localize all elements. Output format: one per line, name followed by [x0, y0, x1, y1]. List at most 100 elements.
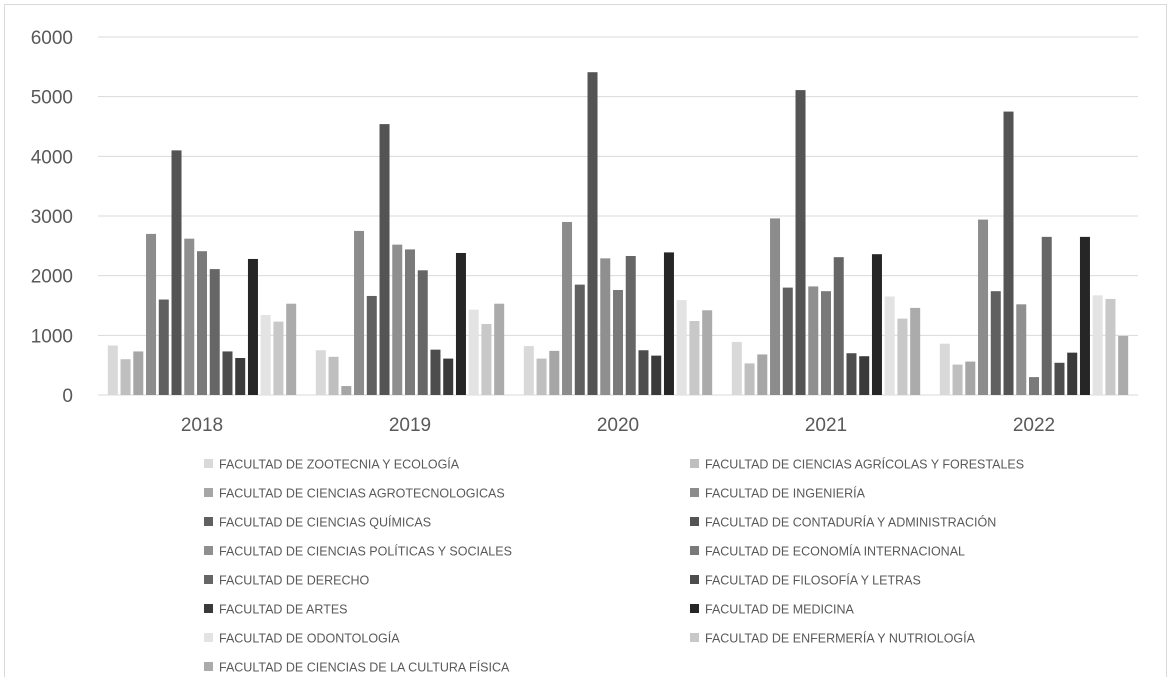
bar — [235, 358, 246, 395]
x-axis-category-labels: 2018 2019 2020 2021 2022 — [181, 415, 1055, 436]
bar — [171, 150, 182, 395]
bar — [417, 270, 428, 395]
legend-label: FACULTAD DE ODONTOLOGÍA — [219, 631, 400, 646]
legend-swatch — [690, 517, 699, 526]
bar — [1016, 304, 1027, 395]
x-category-label: 2022 — [1013, 415, 1055, 436]
y-tick-label: 6000 — [31, 28, 73, 49]
legend-label: FACULTAD DE CIENCIAS AGROTECNOLOGICAS — [219, 487, 505, 501]
bar — [158, 299, 169, 395]
bar — [587, 72, 598, 395]
legend: FACULTAD DE ZOOTECNIA Y ECOLOGÍA FACULTAD… — [204, 457, 1024, 675]
bar — [574, 284, 585, 395]
bar — [354, 230, 365, 395]
gridlines — [98, 36, 1138, 396]
bar — [366, 295, 377, 395]
bar — [481, 324, 492, 395]
legend-swatch — [204, 517, 213, 526]
legend-swatch — [690, 575, 699, 584]
bar — [871, 254, 882, 395]
bar — [770, 218, 781, 395]
bar — [392, 244, 403, 395]
bar — [795, 90, 806, 395]
bar — [107, 345, 118, 395]
bar — [1079, 236, 1090, 395]
bar — [341, 386, 352, 395]
y-tick-label: 5000 — [31, 88, 73, 109]
legend-swatch — [690, 546, 699, 555]
bar — [523, 346, 534, 395]
bar — [910, 307, 921, 395]
legend-label: FACULTAD DE ARTES — [219, 603, 348, 617]
legend-swatch — [204, 488, 213, 497]
bar — [1118, 335, 1129, 395]
bar — [120, 359, 131, 395]
bar — [146, 233, 157, 395]
legend-swatch — [690, 633, 699, 642]
legend-swatch — [690, 604, 699, 613]
bar — [273, 321, 284, 395]
bar — [1067, 352, 1078, 395]
bar — [821, 291, 831, 395]
legend-label: FACULTAD DE CONTADURÍA Y ADMINISTRACIÓN — [705, 515, 996, 530]
y-tick-label: 2000 — [31, 267, 73, 288]
bar — [782, 287, 793, 395]
bar — [133, 351, 144, 395]
bars — [107, 72, 1129, 396]
x-category-label: 2019 — [389, 415, 431, 436]
bar — [260, 315, 271, 395]
bar — [1054, 362, 1065, 395]
bar — [808, 286, 819, 395]
x-category-label: 2021 — [805, 415, 847, 436]
bar — [846, 353, 857, 395]
bar — [663, 252, 674, 395]
bar — [328, 356, 339, 395]
legend-swatch — [204, 604, 213, 613]
legend-label: FACULTAD DE ENFERMERÍA Y NUTRIOLOGÍA — [705, 631, 976, 646]
legend-label: FACULTAD DE FILOSOFÍA Y LETRAS — [705, 573, 921, 588]
bar — [600, 258, 611, 395]
legend-label: FACULTAD DE CIENCIAS DE LA CULTURA FÍSIC… — [219, 660, 510, 675]
bar — [731, 341, 742, 395]
bar — [833, 257, 844, 395]
y-axis-tick-labels: 0 1000 2000 3000 4000 5000 6000 — [31, 28, 73, 407]
y-tick-label: 1000 — [31, 326, 73, 347]
bar — [859, 356, 870, 395]
bar — [965, 361, 976, 395]
bar — [1092, 295, 1103, 395]
bar — [405, 249, 415, 395]
bar — [1003, 111, 1014, 395]
x-category-label: 2018 — [181, 415, 223, 436]
bar — [897, 318, 908, 395]
legend-label: FACULTAD DE ZOOTECNIA Y ECOLOGÍA — [219, 457, 460, 472]
bar — [247, 258, 258, 395]
x-category-label: 2020 — [597, 415, 639, 436]
y-tick-label: 3000 — [31, 207, 73, 228]
legend-swatch — [690, 459, 699, 468]
bar — [884, 296, 895, 395]
bar — [536, 358, 547, 395]
bar — [978, 219, 989, 395]
legend-swatch — [204, 662, 213, 671]
bar — [689, 321, 700, 395]
legend-swatch — [690, 488, 699, 497]
legend-swatch — [204, 633, 213, 642]
chart-area: 0 1000 2000 3000 4000 5000 6000 2018 2019 2020 20… — [4, 4, 1167, 677]
bar — [757, 354, 768, 395]
bar — [702, 310, 713, 395]
bar — [562, 221, 573, 395]
bar — [430, 349, 441, 395]
bar — [651, 355, 662, 395]
y-tick-label: 0 — [62, 386, 73, 407]
legend-swatch — [204, 459, 213, 468]
bar — [184, 238, 195, 395]
bar — [990, 291, 1001, 395]
bar — [952, 364, 963, 395]
bar — [638, 350, 649, 395]
bar — [222, 351, 233, 395]
legend-swatch — [204, 546, 213, 555]
legend-label: FACULTAD DE ECONOMÍA INTERNACIONAL — [705, 544, 965, 559]
bar — [1041, 236, 1052, 395]
legend-label: FACULTAD DE DERECHO — [219, 574, 370, 588]
